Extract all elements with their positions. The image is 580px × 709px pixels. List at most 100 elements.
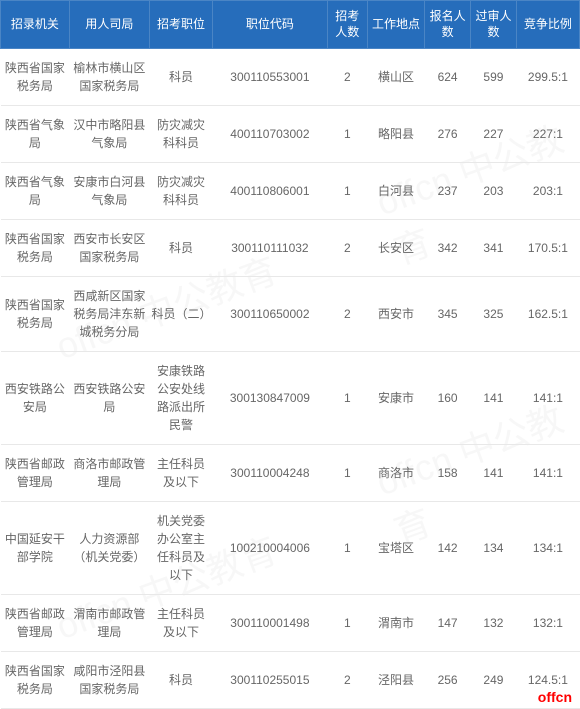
cell-org: 陕西省气象局 <box>1 106 70 163</box>
cell-applicants: 142 <box>425 502 471 595</box>
cell-position: 防灾减灾科科员 <box>150 163 213 220</box>
cell-location: 略阳县 <box>367 106 424 163</box>
cell-applicants: 342 <box>425 220 471 277</box>
cell-org: 陕西省国家税务局 <box>1 277 70 352</box>
cell-location: 泾阳县 <box>367 652 424 709</box>
cell-position: 科员 <box>150 220 213 277</box>
cell-ratio: 299.5:1 <box>516 49 579 106</box>
cell-location: 白河县 <box>367 163 424 220</box>
cell-code: 300110553001 <box>213 49 328 106</box>
header-passed: 过审人数 <box>471 1 517 49</box>
cell-ratio: 170.5:1 <box>516 220 579 277</box>
cell-org: 陕西省邮政管理局 <box>1 445 70 502</box>
cell-passed: 141 <box>471 445 517 502</box>
table-row: 陕西省国家税务局西咸新区国家税务局沣东新城税务分局科员（二）3001106500… <box>1 277 580 352</box>
cell-ratio: 141:1 <box>516 445 579 502</box>
cell-ratio: 203:1 <box>516 163 579 220</box>
table-row: 陕西省气象局汉中市略阳县气象局防灾减灾科科员4001107030021略阳县27… <box>1 106 580 163</box>
cell-applicants: 256 <box>425 652 471 709</box>
cell-dept: 咸阳市泾阳县国家税务局 <box>69 652 149 709</box>
cell-code: 300110001498 <box>213 595 328 652</box>
table-row: 陕西省邮政管理局商洛市邮政管理局主任科员及以下3001100042481商洛市 1… <box>1 445 580 502</box>
cell-recruit: 1 <box>327 163 367 220</box>
cell-dept: 西安铁路公安局 <box>69 352 149 445</box>
table-row: 陕西省国家税务局咸阳市泾阳县国家税务局科员3001102550152泾阳县256… <box>1 652 580 709</box>
cell-applicants: 160 <box>425 352 471 445</box>
table-body: 陕西省国家税务局榆林市横山区国家税务局科员3001105530012横山区624… <box>1 49 580 709</box>
table-row: 西安铁路公安局西安铁路公安局安康铁路公安处线路派出所民警300130847009… <box>1 352 580 445</box>
header-applicants: 报名人数 <box>425 1 471 49</box>
cell-dept: 西咸新区国家税务局沣东新城税务分局 <box>69 277 149 352</box>
cell-ratio: 162.5:1 <box>516 277 579 352</box>
cell-org: 陕西省气象局 <box>1 163 70 220</box>
cell-dept: 安康市白河县气象局 <box>69 163 149 220</box>
cell-dept: 商洛市邮政管理局 <box>69 445 149 502</box>
cell-dept: 渭南市邮政管理局 <box>69 595 149 652</box>
cell-applicants: 345 <box>425 277 471 352</box>
header-org: 招录机关 <box>1 1 70 49</box>
header-ratio: 竞争比例 <box>516 1 579 49</box>
cell-location: 长安区 <box>367 220 424 277</box>
cell-recruit: 2 <box>327 220 367 277</box>
cell-position: 科员 <box>150 49 213 106</box>
cell-passed: 132 <box>471 595 517 652</box>
cell-location: 安康市 <box>367 352 424 445</box>
cell-code: 300110255015 <box>213 652 328 709</box>
recruitment-table: 招录机关 用人司局 招考职位 职位代码 招考人数 工作地点 报名人数 过审人数 … <box>0 0 580 709</box>
cell-recruit: 1 <box>327 595 367 652</box>
cell-position: 防灾减灾科科员 <box>150 106 213 163</box>
cell-recruit: 1 <box>327 502 367 595</box>
table-header: 招录机关 用人司局 招考职位 职位代码 招考人数 工作地点 报名人数 过审人数 … <box>1 1 580 49</box>
table-row: 陕西省邮政管理局渭南市邮政管理局主任科员及以下3001100014981渭南市1… <box>1 595 580 652</box>
cell-recruit: 2 <box>327 277 367 352</box>
cell-position: 科员 <box>150 652 213 709</box>
cell-position: 主任科员及以下 <box>150 445 213 502</box>
cell-recruit: 1 <box>327 445 367 502</box>
cell-passed: 325 <box>471 277 517 352</box>
header-dept: 用人司局 <box>69 1 149 49</box>
cell-code: 100210004006 <box>213 502 328 595</box>
cell-recruit: 1 <box>327 106 367 163</box>
cell-applicants: 624 <box>425 49 471 106</box>
cell-org: 陕西省邮政管理局 <box>1 595 70 652</box>
cell-dept: 汉中市略阳县气象局 <box>69 106 149 163</box>
cell-location: 横山区 <box>367 49 424 106</box>
cell-recruit: 2 <box>327 652 367 709</box>
cell-org: 陕西省国家税务局 <box>1 49 70 106</box>
cell-applicants: 276 <box>425 106 471 163</box>
cell-applicants: 237 <box>425 163 471 220</box>
cell-code: 300110111032 <box>213 220 328 277</box>
cell-passed: 249 <box>471 652 517 709</box>
cell-recruit: 2 <box>327 49 367 106</box>
header-code: 职位代码 <box>213 1 328 49</box>
cell-ratio: 141:1 <box>516 352 579 445</box>
header-position: 招考职位 <box>150 1 213 49</box>
cell-applicants: 147 <box>425 595 471 652</box>
table-row: 陕西省国家税务局西安市长安区国家税务局科员3001101110322长安区342… <box>1 220 580 277</box>
cell-passed: 599 <box>471 49 517 106</box>
cell-location: 渭南市 <box>367 595 424 652</box>
cell-code: 300110004248 <box>213 445 328 502</box>
cell-code: 400110703002 <box>213 106 328 163</box>
brand-label: offcn <box>538 689 572 705</box>
cell-dept: 西安市长安区国家税务局 <box>69 220 149 277</box>
cell-position: 安康铁路公安处线路派出所民警 <box>150 352 213 445</box>
cell-ratio: 134:1 <box>516 502 579 595</box>
cell-passed: 341 <box>471 220 517 277</box>
cell-passed: 134 <box>471 502 517 595</box>
table-row: 陕西省国家税务局榆林市横山区国家税务局科员3001105530012横山区624… <box>1 49 580 106</box>
cell-position: 主任科员及以下 <box>150 595 213 652</box>
header-recruit: 招考人数 <box>327 1 367 49</box>
cell-org: 西安铁路公安局 <box>1 352 70 445</box>
cell-location: 宝塔区 <box>367 502 424 595</box>
cell-dept: 人力资源部（机关党委） <box>69 502 149 595</box>
header-location: 工作地点 <box>367 1 424 49</box>
cell-passed: 227 <box>471 106 517 163</box>
cell-ratio: 132:1 <box>516 595 579 652</box>
table-row: 中国延安干部学院人力资源部（机关党委）机关党委办公室主任科员及以下1002100… <box>1 502 580 595</box>
cell-position: 科员（二） <box>150 277 213 352</box>
cell-location: 西安市 <box>367 277 424 352</box>
cell-code: 300130847009 <box>213 352 328 445</box>
cell-location: 商洛市 <box>367 445 424 502</box>
cell-org: 中国延安干部学院 <box>1 502 70 595</box>
